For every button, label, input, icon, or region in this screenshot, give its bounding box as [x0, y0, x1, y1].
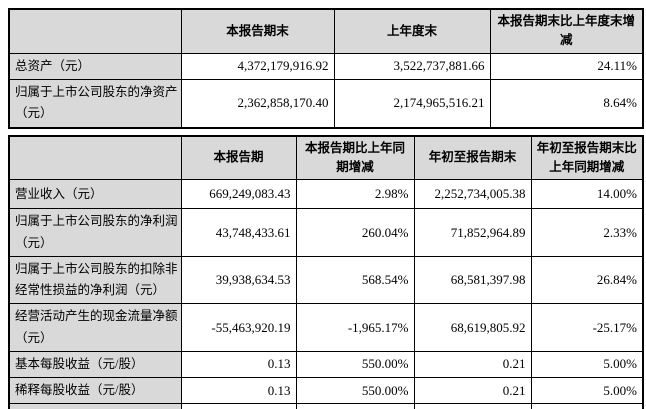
row-label: 营业收入（元） — [8, 179, 182, 210]
value-cell: 2.98% — [295, 179, 415, 210]
table1-corner-cell — [8, 8, 182, 54]
row-label: 稀释每股收益（元/股） — [8, 376, 182, 405]
table2-header-row: 本报告期 本报告期比上年同期增减 年初至报告期末 年初至报告期末比上年同期增减 — [8, 134, 644, 181]
value-cell: 4.17% — [530, 403, 644, 409]
value-cell: 260.04% — [295, 208, 415, 257]
col-header-change-vs-same-period: 本报告期比上年同期增减 — [295, 134, 415, 181]
balance-summary-table: 本报告期末 上年度末 本报告期末比上年度末增减 总资产（元） 4,372,179… — [8, 8, 644, 129]
value-cell: 568.54% — [295, 255, 415, 305]
value-cell: 4,372,179,916.92 — [180, 52, 335, 81]
col-header-year-to-date: 年初至报告期末 — [413, 134, 532, 181]
value-cell: 2,252,734,005.38 — [413, 179, 532, 210]
row-label: 经营活动产生的现金流量净额（元） — [8, 303, 182, 352]
value-cell: 5.00% — [530, 376, 644, 405]
table1-header-row: 本报告期末 上年度末 本报告期末比上年度末增减 — [8, 8, 644, 54]
value-cell: 24.11% — [489, 52, 644, 81]
value-cell: 2,174,965,516.21 — [333, 79, 491, 128]
value-cell: 2.33% — [530, 208, 644, 257]
col-header-current-period-end: 本报告期末 — [180, 8, 335, 54]
value-cell: 3.25% — [413, 403, 532, 409]
row-label: 归属于上市公司股东的净资产（元） — [8, 79, 182, 128]
value-cell: 43,748,433.61 — [180, 208, 297, 257]
row-total-assets: 总资产（元） 4,372,179,916.92 3,522,737,881.66… — [8, 52, 644, 81]
value-cell: 68,619,805.92 — [413, 303, 532, 352]
value-cell: 68,581,397.98 — [413, 255, 532, 305]
row-weighted-average-roe: 加权平均净资产收益率 1.97% 264.81% 3.25% 4.17% — [8, 403, 644, 409]
value-cell: 2,362,858,170.40 — [180, 79, 335, 128]
value-cell: 14.00% — [530, 179, 644, 210]
value-cell: 0.21 — [413, 376, 532, 405]
col-header-prior-year-end: 上年度末 — [333, 8, 491, 54]
value-cell: 550.00% — [295, 376, 415, 405]
row-operating-revenue: 营业收入（元） 669,249,083.43 2.98% 2,252,734,0… — [8, 179, 644, 210]
value-cell: 5.00% — [530, 350, 644, 379]
value-cell: -25.17% — [530, 303, 644, 352]
row-net-assets-attributable: 归属于上市公司股东的净资产（元） 2,362,858,170.40 2,174,… — [8, 79, 644, 128]
col-header-change-vs-prior-year-end: 本报告期末比上年度末增减 — [489, 8, 644, 54]
value-cell: 71,852,964.89 — [413, 208, 532, 257]
row-label: 归属于上市公司股东的扣除非经常性损益的净利润（元） — [8, 255, 182, 305]
row-label: 加权平均净资产收益率 — [8, 403, 182, 409]
value-cell: 0.21 — [413, 350, 532, 379]
value-cell: -55,463,920.19 — [180, 303, 297, 352]
value-cell: 0.13 — [180, 376, 297, 405]
value-cell: 264.81% — [295, 403, 415, 409]
value-cell: 669,249,083.43 — [180, 179, 297, 210]
value-cell: 26.84% — [530, 255, 644, 305]
value-cell: -1,965.17% — [295, 303, 415, 352]
value-cell: 1.97% — [180, 403, 297, 409]
value-cell: 3,522,737,881.66 — [333, 52, 491, 81]
col-header-ytd-change-vs-same-period: 年初至报告期末比上年同期增减 — [530, 134, 644, 181]
table2-corner-cell — [8, 134, 182, 181]
value-cell: 39,938,634.53 — [180, 255, 297, 305]
row-basic-eps: 基本每股收益（元/股） 0.13 550.00% 0.21 5.00% — [8, 350, 644, 379]
col-header-current-period: 本报告期 — [180, 134, 297, 181]
value-cell: 0.13 — [180, 350, 297, 379]
row-net-profit-after-non-recurring-items: 归属于上市公司股东的扣除非经常性损益的净利润（元） 39,938,634.53 … — [8, 255, 644, 305]
row-operating-cash-flow: 经营活动产生的现金流量净额（元） -55,463,920.19 -1,965.1… — [8, 303, 644, 352]
income-summary-table: 本报告期 本报告期比上年同期增减 年初至报告期末 年初至报告期末比上年同期增减 … — [8, 134, 644, 409]
row-label: 总资产（元） — [8, 52, 182, 81]
value-cell: 8.64% — [489, 79, 644, 128]
value-cell: 550.00% — [295, 350, 415, 379]
row-net-profit-attributable: 归属于上市公司股东的净利润（元） 43,748,433.61 260.04% 7… — [8, 208, 644, 257]
row-diluted-eps: 稀释每股收益（元/股） 0.13 550.00% 0.21 5.00% — [8, 376, 644, 405]
row-label: 归属于上市公司股东的净利润（元） — [8, 208, 182, 257]
row-label: 基本每股收益（元/股） — [8, 350, 182, 379]
